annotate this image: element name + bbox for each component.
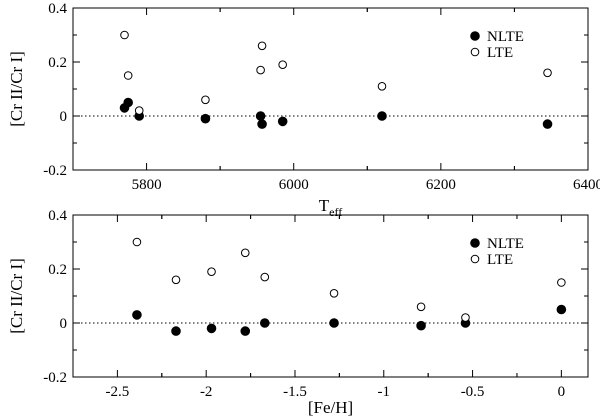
y-tick-label: -0.2 (43, 163, 67, 179)
nlte-data-point (123, 97, 133, 108)
y-tick-label: 0 (60, 109, 68, 125)
lte-data-point (377, 82, 387, 91)
legend-marker (470, 238, 480, 248)
nlte-data-point (257, 119, 267, 129)
lte-data-point (134, 106, 144, 115)
y-tick-label: 0.2 (48, 55, 67, 71)
lte-data-point (207, 267, 216, 277)
x-tick-label: -2.5 (106, 384, 130, 400)
x-tick-label: 6200 (426, 177, 456, 193)
x-axis-label: [Fe/H] (308, 398, 353, 417)
lte-data-point (461, 313, 470, 322)
lte-data-point (201, 95, 210, 105)
y-tick-label: 0.2 (48, 262, 67, 278)
lte-data-point (123, 71, 133, 80)
nlte-data-point (542, 119, 553, 129)
nlte-data-point (416, 320, 426, 331)
y-tick-label: 0.4 (48, 208, 67, 224)
legend-marker (470, 47, 480, 57)
nlte-data-point (200, 113, 211, 124)
x-tick-label: -0.5 (461, 384, 485, 400)
nlte-data-point (132, 310, 142, 320)
lte-data-point (543, 68, 552, 78)
legend-label: LTE (487, 252, 513, 268)
lte-data-point (171, 275, 181, 285)
lte-data-point (416, 302, 426, 312)
lte-data-point (557, 278, 566, 287)
x-tick-label: 0 (558, 384, 566, 400)
nlte-data-point (329, 318, 339, 328)
y-axis-label: [Cr II/Cr I] (7, 51, 26, 127)
lte-data-point (256, 65, 265, 75)
legend-label: LTE (487, 45, 513, 61)
lte-data-point (260, 272, 270, 282)
lte-data-point (278, 60, 287, 69)
legend-marker (470, 254, 480, 264)
lte-data-point (120, 30, 129, 40)
y-tick-label: 0 (60, 316, 68, 332)
x-tick-label: -2 (200, 384, 213, 400)
chart-panel-1: 5800 6000 6200 6400 -0.2 0 0.2 0.4 Teff [Cr II/Cr… (7, 1, 600, 219)
x-tick-label: 6400 (573, 177, 600, 193)
y-axis-label: [Cr II/Cr I] (7, 258, 26, 334)
y-tick-label: -0.2 (43, 370, 67, 386)
y-tick-label: 0.4 (48, 1, 67, 17)
nlte-data-point (206, 323, 217, 334)
nlte-data-point (171, 326, 181, 336)
nlte-data-point (255, 111, 266, 121)
lte-data-point (329, 289, 339, 298)
lte-data-point (132, 237, 142, 247)
x-axis-label-subscript: eff (329, 205, 342, 219)
x-tick-label: -1 (378, 384, 391, 400)
x-tick-label: 6000 (279, 177, 309, 193)
nlte-data-point (277, 116, 288, 127)
x-axis-label: Teff (319, 196, 343, 219)
nlte-data-point (556, 304, 567, 315)
nlte-data-point (377, 111, 387, 121)
x-tick-label: 5800 (132, 177, 162, 193)
legend-label: NLTE (487, 236, 524, 252)
x-tick-label: -1.5 (283, 384, 307, 400)
legend-label: NLTE (487, 29, 524, 45)
lte-data-point (240, 248, 250, 258)
nlte-data-point (259, 318, 270, 328)
chart-panel-2: -2.5 -2 -1.5 -1 -0.5 0 -0.2 0 0.2 0.4 [Fe/H] [Cr II… (7, 208, 589, 417)
lte-data-point (257, 41, 267, 51)
nlte-data-point (240, 326, 251, 336)
legend-marker (470, 31, 480, 41)
